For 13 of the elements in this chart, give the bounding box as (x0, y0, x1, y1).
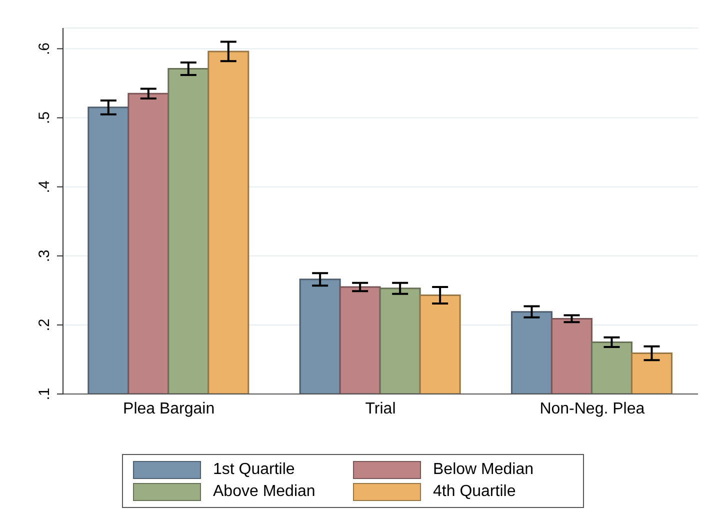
y-tick-label: .4 (36, 180, 53, 194)
y-tick-label: .5 (36, 112, 53, 124)
legend-label: 1st Quartile (213, 461, 295, 479)
x-tick-label: Plea Bargain (123, 400, 215, 418)
legend-label: 4th Quartile (433, 483, 516, 501)
legend-label: Above Median (213, 483, 316, 501)
x-tick-label: Non-Neg. Plea (540, 400, 645, 418)
x-tick-label: Trial (365, 400, 396, 418)
y-tick-label: .6 (36, 42, 53, 55)
y-tick-label: .3 (36, 250, 53, 262)
legend-label: Below Median (433, 461, 534, 479)
y-tick-label: .1 (36, 388, 53, 400)
y-tick-label: .2 (36, 318, 53, 332)
